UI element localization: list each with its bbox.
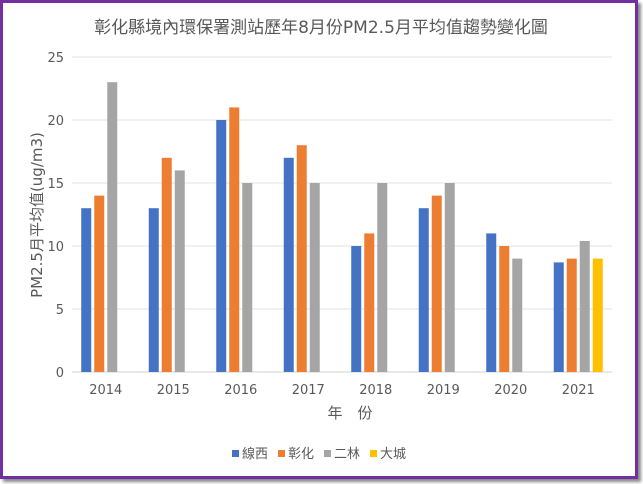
bar-線西-2015: [148, 208, 159, 372]
y-tick-label: 5: [56, 303, 64, 318]
y-tick-label: 15: [47, 177, 64, 192]
bar-線西-2016: [216, 120, 227, 372]
bar-二林-2014: [107, 82, 118, 372]
legend-label: 二林: [334, 447, 360, 462]
bar-彰化-2017: [296, 145, 307, 372]
bar-二林-2020: [512, 258, 523, 372]
bar-彰化-2015: [161, 157, 172, 372]
y-tick-label: 25: [47, 51, 64, 66]
x-tick-label: 2021: [562, 383, 595, 398]
chart-title: 彰化縣境內環保署測站歷年8月份PM2.5月平均值趨勢變化圖: [94, 18, 548, 38]
bar-二林-2017: [309, 183, 320, 372]
legend-swatch: [324, 450, 331, 457]
bar-二林-2015: [174, 170, 185, 372]
y-tick-label: 10: [47, 240, 64, 255]
legend-swatch: [278, 450, 285, 457]
bar-二林-2019: [444, 183, 455, 372]
bar-大城-2021: [592, 258, 603, 372]
y-tick-label: 0: [56, 366, 64, 381]
bar-二林-2018: [377, 183, 388, 372]
legend-label: 大城: [380, 447, 406, 462]
x-tick-label: 2014: [89, 383, 122, 398]
legend-swatch: [370, 450, 377, 457]
bar-線西-2018: [351, 246, 362, 372]
x-tick-label: 2016: [224, 383, 257, 398]
bar-線西-2014: [81, 208, 92, 372]
legend-label: 彰化: [288, 446, 314, 462]
bar-線西-2020: [486, 233, 497, 372]
bar-彰化-2014: [94, 195, 105, 372]
x-tick-label: 2017: [292, 383, 325, 398]
bar-彰化-2016: [229, 107, 240, 373]
bar-彰化-2020: [499, 246, 510, 372]
bar-彰化-2019: [431, 195, 442, 372]
y-tick-label: 20: [47, 114, 64, 129]
x-tick-label: 2019: [427, 383, 460, 398]
x-tick-label: 2018: [359, 383, 392, 398]
bar-線西-2017: [283, 157, 294, 372]
legend-swatch: [232, 450, 239, 457]
bar-彰化-2018: [364, 233, 375, 372]
y-axis-label: PM2.5月平均值(ug/m3): [28, 132, 46, 298]
x-axis-label: 年 份: [327, 404, 372, 422]
bar-彰化-2021: [566, 258, 577, 372]
bar-線西-2021: [553, 262, 564, 372]
x-tick-label: 2015: [157, 383, 190, 398]
legend-label: 線西: [242, 446, 268, 462]
x-tick-label: 2020: [494, 383, 527, 398]
bar-二林-2021: [579, 240, 590, 372]
bar-線西-2019: [418, 208, 429, 372]
bar-二林-2016: [242, 183, 253, 372]
